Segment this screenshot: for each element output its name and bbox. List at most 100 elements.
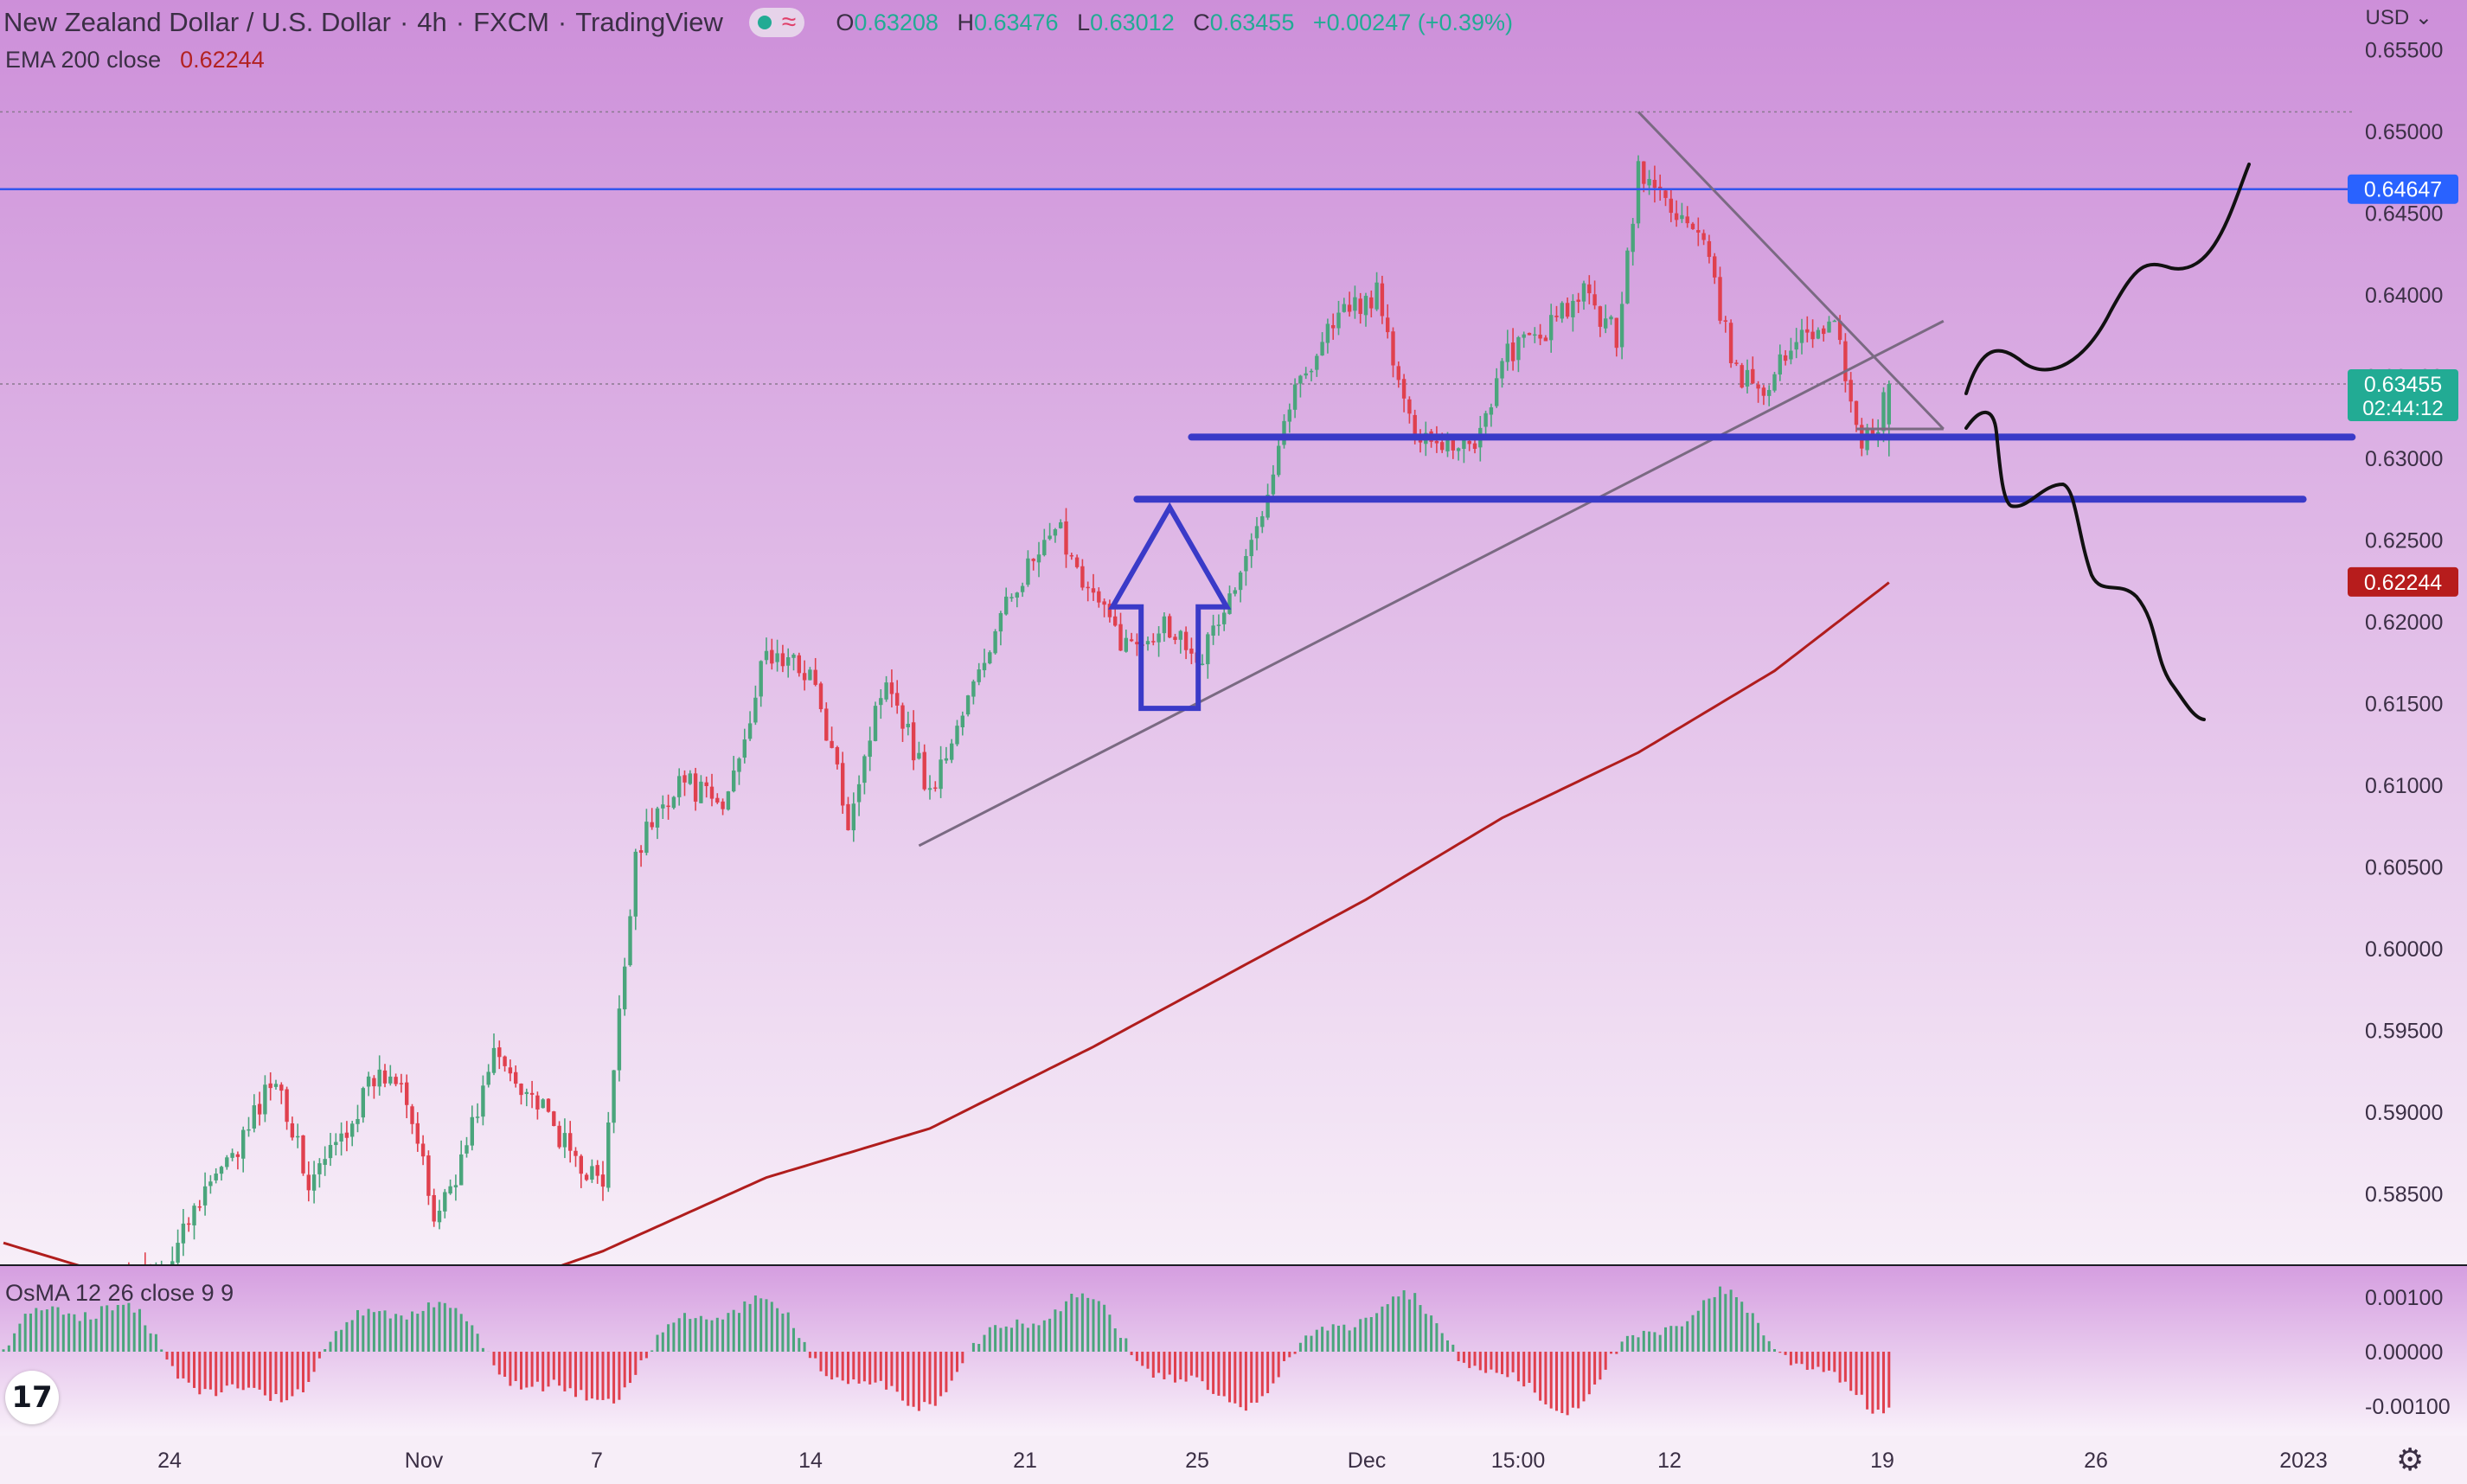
candle-body bbox=[1298, 375, 1303, 384]
candle-body bbox=[535, 1095, 540, 1110]
time-tick-label: 2023 bbox=[2279, 1449, 2328, 1473]
candle-body bbox=[1347, 304, 1352, 312]
candle-body bbox=[623, 966, 627, 1010]
candle-body bbox=[410, 1106, 414, 1124]
candle-body bbox=[1396, 366, 1400, 381]
gear-icon[interactable]: ⚙ bbox=[2396, 1442, 2425, 1478]
price-tick-label: 0.62000 bbox=[2365, 611, 2443, 635]
candle-body bbox=[524, 1091, 529, 1095]
candle-body bbox=[557, 1125, 561, 1148]
currency-selector[interactable]: USD ⌄ bbox=[2366, 5, 2432, 30]
candle-body bbox=[1462, 439, 1466, 450]
open-label: O bbox=[836, 9, 855, 35]
candle-body bbox=[1238, 572, 1243, 591]
candle-body bbox=[1145, 641, 1150, 645]
candle-body bbox=[1789, 350, 1793, 360]
candle-body bbox=[1609, 317, 1613, 320]
candle-body bbox=[273, 1084, 279, 1087]
candle-body bbox=[895, 693, 900, 706]
candle-body bbox=[1113, 616, 1118, 626]
candle-body bbox=[1805, 329, 1810, 333]
candle-body bbox=[808, 669, 812, 681]
last-price-tag-background bbox=[2348, 369, 2458, 422]
candle-body bbox=[1178, 630, 1182, 640]
candle-body bbox=[1254, 526, 1259, 539]
candle-body bbox=[366, 1076, 371, 1087]
candle-body bbox=[764, 650, 769, 661]
candle-body bbox=[1363, 296, 1368, 316]
candle-body bbox=[846, 803, 850, 830]
candle-body bbox=[1652, 179, 1657, 189]
candle-body bbox=[1751, 368, 1755, 384]
candle-body bbox=[998, 612, 1003, 632]
candle-body bbox=[856, 784, 862, 803]
symbol-title[interactable]: New Zealand Dollar / U.S. Dollar bbox=[3, 7, 391, 37]
candle-body bbox=[661, 804, 665, 809]
time-tick-label: 26 bbox=[2084, 1449, 2108, 1473]
candle-body bbox=[1277, 445, 1281, 476]
candle-body bbox=[388, 1076, 393, 1084]
candle-body bbox=[1418, 439, 1423, 443]
ema-price-tag-background bbox=[2348, 566, 2458, 597]
candle-body bbox=[497, 1047, 502, 1058]
candle-body bbox=[247, 1129, 251, 1131]
candle-body bbox=[889, 682, 894, 694]
candle-body bbox=[1881, 392, 1886, 432]
candle-body bbox=[1772, 374, 1777, 391]
candle-body bbox=[252, 1105, 256, 1129]
candle-body bbox=[568, 1133, 573, 1151]
candle-body bbox=[600, 1174, 606, 1187]
candle-body bbox=[1102, 601, 1106, 605]
osma-legend[interactable]: OsMA 12 26 close 9 9 bbox=[5, 1280, 234, 1306]
tradingview-logo-icon[interactable]: 17 bbox=[5, 1371, 59, 1424]
candle-body bbox=[1031, 559, 1035, 561]
market-status-pill[interactable]: ≈ bbox=[748, 8, 805, 37]
candle-body bbox=[699, 781, 703, 803]
price-tick-label: 0.64000 bbox=[2365, 284, 2443, 308]
candle-body bbox=[1074, 557, 1080, 567]
candle-body bbox=[628, 916, 632, 966]
candle-body bbox=[1445, 438, 1450, 451]
candle-body bbox=[742, 739, 747, 758]
candle-body bbox=[666, 805, 670, 808]
candle-body bbox=[584, 1174, 589, 1180]
candle-body bbox=[311, 1174, 317, 1191]
candle-body bbox=[1619, 304, 1624, 348]
candle-body bbox=[541, 1099, 545, 1109]
candle-body bbox=[841, 763, 845, 806]
candle-body bbox=[1086, 586, 1090, 589]
candle-body bbox=[1048, 535, 1052, 540]
candle-body bbox=[851, 803, 855, 831]
candle-body bbox=[1124, 637, 1128, 652]
candle-body bbox=[1189, 648, 1194, 654]
candle-body bbox=[824, 708, 829, 741]
candle-body bbox=[1315, 355, 1319, 370]
interval-label[interactable]: 4h bbox=[417, 7, 447, 37]
candle-body bbox=[791, 654, 796, 658]
time-tick-label: 21 bbox=[1013, 1449, 1037, 1473]
chevron-down-icon: ⌄ bbox=[2409, 6, 2432, 29]
candle-body bbox=[1810, 331, 1815, 340]
candle-body bbox=[1713, 256, 1717, 278]
price-tick-label: 0.62500 bbox=[2365, 529, 2443, 553]
candle-body bbox=[1604, 318, 1608, 329]
ema-legend[interactable]: EMA 200 close 0.62244 bbox=[5, 47, 265, 74]
candle-body bbox=[1434, 440, 1439, 444]
candle-body bbox=[285, 1089, 289, 1123]
candle-body bbox=[1157, 633, 1161, 643]
candle-body bbox=[1642, 161, 1646, 184]
price-tick-label: 0.61500 bbox=[2365, 693, 2443, 717]
candle-body bbox=[1266, 495, 1270, 518]
candle-body bbox=[443, 1192, 447, 1212]
candle-body bbox=[1505, 343, 1509, 362]
candle-body bbox=[1680, 214, 1684, 220]
candle-body bbox=[1554, 316, 1559, 317]
candle-body bbox=[671, 796, 676, 809]
candle-body bbox=[1271, 474, 1276, 495]
candle-body bbox=[682, 775, 687, 783]
candle-body bbox=[486, 1071, 490, 1085]
candle-body bbox=[873, 706, 878, 741]
last-price-tag-countdown: 02:44:12 bbox=[2362, 397, 2443, 420]
candle-body bbox=[437, 1211, 442, 1223]
